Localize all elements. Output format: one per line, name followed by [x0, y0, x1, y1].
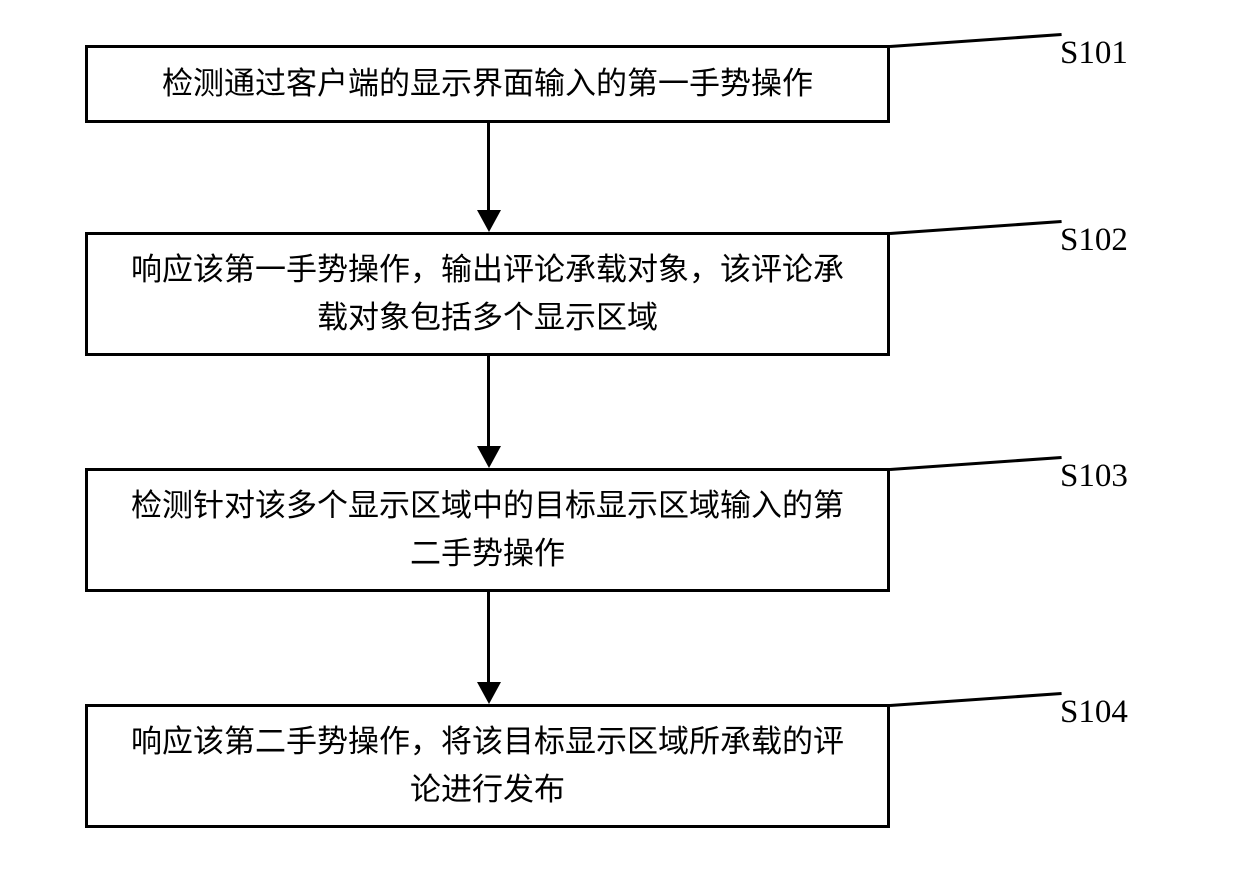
arrow-1-line — [487, 123, 490, 210]
flow-step-2-text: 响应该第一手势操作，输出评论承载对象，该评论承载对象包括多个显示区域 — [118, 246, 857, 342]
arrow-3-line — [487, 592, 490, 682]
flow-step-3-text: 检测针对该多个显示区域中的目标显示区域输入的第二手势操作 — [118, 482, 857, 578]
label-connector-2 — [890, 220, 1062, 235]
flow-step-1: 检测通过客户端的显示界面输入的第一手势操作 — [85, 45, 890, 123]
flow-step-1-text: 检测通过客户端的显示界面输入的第一手势操作 — [162, 60, 813, 108]
label-connector-3 — [890, 456, 1062, 471]
arrow-1-head — [477, 210, 501, 232]
flowchart-container: 检测通过客户端的显示界面输入的第一手势操作 S101 响应该第一手势操作，输出评… — [0, 0, 1240, 890]
step-label-4: S104 — [1060, 694, 1128, 731]
flow-step-3: 检测针对该多个显示区域中的目标显示区域输入的第二手势操作 — [85, 468, 890, 592]
label-connector-4 — [890, 692, 1062, 707]
step-label-1: S101 — [1060, 35, 1128, 72]
flow-step-4: 响应该第二手势操作，将该目标显示区域所承载的评论进行发布 — [85, 704, 890, 828]
flow-step-4-text: 响应该第二手势操作，将该目标显示区域所承载的评论进行发布 — [118, 718, 857, 814]
arrow-2-head — [477, 446, 501, 468]
step-label-3: S103 — [1060, 458, 1128, 495]
arrow-3-head — [477, 682, 501, 704]
flow-step-2: 响应该第一手势操作，输出评论承载对象，该评论承载对象包括多个显示区域 — [85, 232, 890, 356]
arrow-2-line — [487, 356, 490, 446]
step-label-2: S102 — [1060, 222, 1128, 259]
label-connector-1 — [890, 33, 1062, 48]
